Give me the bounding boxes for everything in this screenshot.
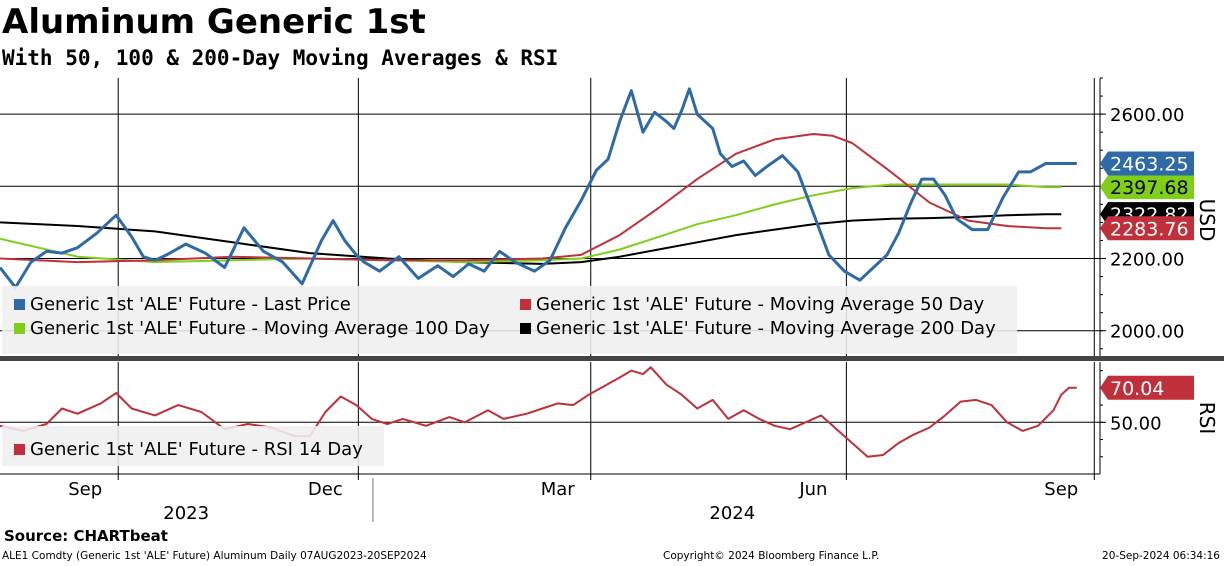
last-value-tag-rsi-bg (1100, 375, 1194, 400)
year-label-0: 2023 (163, 503, 209, 524)
legend-swatch-rsi (14, 444, 25, 455)
legend-label-ma200: Generic 1st 'ALE' Future - Moving Averag… (536, 318, 996, 339)
x-tick-label-3: Jun (798, 479, 827, 500)
source-note: Source: CHARTbeat (4, 527, 168, 545)
legend-swatch-last_price (14, 299, 25, 310)
last-value-tag-rsi: 70.04 (1100, 375, 1194, 400)
last-value-tag-last_price: 2463.25 (1100, 151, 1194, 176)
price-ytick-label-1: 2200.00 (1110, 250, 1184, 271)
last-value-tag-ma100: 2397.68 (1100, 175, 1194, 200)
rsi-legend-bg (2, 426, 384, 466)
last-value-tag-ma50-bg (1100, 216, 1194, 241)
price-legend: Generic 1st 'ALE' Future - Last Price Gen… (2, 286, 1017, 354)
last-value-tag-ma50: 2283.76 (1100, 216, 1194, 241)
last-value-tag-ma100-text: 2397.68 (1110, 177, 1189, 199)
x-tick-label-2: Mar (541, 479, 576, 500)
last-value-tag-last_price-text: 2463.25 (1110, 153, 1189, 175)
legend-label-rsi: Generic 1st 'ALE' Future - RSI 14 Day (30, 439, 363, 460)
series-line-ma100 (0, 183, 1062, 264)
legend-swatch-ma50 (520, 299, 531, 310)
chart-title: Aluminum Generic 1st (2, 2, 426, 42)
price-legend-bg (2, 286, 1017, 354)
series-line-ma50 (0, 133, 1062, 264)
chart-subtitle: With 50, 100 & 200-Day Moving Averages &… (2, 46, 559, 70)
last-value-tag-rsi-text: 70.04 (1110, 378, 1164, 400)
year-label-1: 2024 (709, 503, 755, 524)
series-line-last_price (0, 87, 1077, 289)
panel-divider (0, 356, 1224, 361)
legend-label-ma100: Generic 1st 'ALE' Future - Moving Averag… (30, 318, 490, 339)
x-tick-label-1: Dec (308, 479, 343, 500)
legend-label-ma50: Generic 1st 'ALE' Future - Moving Averag… (536, 294, 985, 315)
x-tick-label-0: Sep (68, 479, 102, 500)
legend-label-last_price: Generic 1st 'ALE' Future - Last Price (30, 294, 351, 315)
price-axis-title: USD (1195, 199, 1219, 242)
legend-swatch-ma100 (14, 323, 25, 334)
footer-copyright: Copyright© 2024 Bloomberg Finance L.P. (663, 550, 880, 562)
rsi-legend: Generic 1st 'ALE' Future - RSI 14 Day (2, 426, 384, 466)
footer-ticker-info: ALE1 Comdty (Generic 1st 'ALE' Future) A… (2, 550, 427, 562)
last-value-tag-last_price-bg (1100, 151, 1194, 176)
legend-swatch-ma200 (520, 323, 531, 334)
rsi-axis-title: RSI (1195, 402, 1219, 435)
last-value-tag-ma100-bg (1100, 175, 1194, 200)
price-ytick-label-0: 2000.00 (1110, 322, 1184, 343)
price-ytick-label-2: 2600.00 (1110, 105, 1184, 126)
x-tick-label-4: Sep (1044, 479, 1078, 500)
last-value-tag-ma50-text: 2283.76 (1110, 218, 1189, 240)
series-line-ma200 (0, 213, 1062, 265)
footer-timestamp: 20-Sep-2024 06:34:16 (1102, 550, 1220, 562)
rsi-ytick-label-0: 50.00 (1110, 413, 1162, 434)
